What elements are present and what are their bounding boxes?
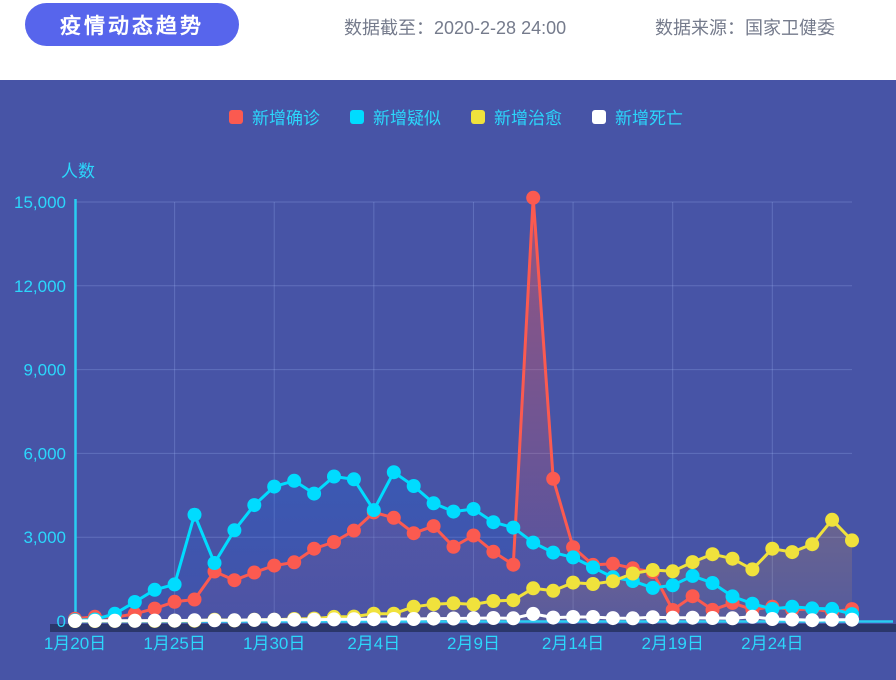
data-source-text: 数据来源：国家卫健委 <box>655 18 835 38</box>
svg-text:2月4日: 2月4日 <box>347 634 400 653</box>
legend-label-deaths: 新增死亡 <box>615 109 683 128</box>
svg-text:6,000: 6,000 <box>23 444 66 463</box>
svg-text:1月25日: 1月25日 <box>143 634 205 653</box>
legend-label-confirmed: 新增确诊 <box>252 109 320 128</box>
svg-text:1月30日: 1月30日 <box>243 634 305 653</box>
page-title: 疫情动态趋势 <box>25 3 239 46</box>
series-suspected[interactable] <box>68 465 859 628</box>
series-area-suspected <box>75 472 852 621</box>
x-axis-band <box>50 624 896 632</box>
svg-text:1月20日: 1月20日 <box>44 634 106 653</box>
trend-chart-panel: 0 3,000 6,000 9,000 12,000 15,000 1月20日 1月25日 1月… <box>0 80 896 680</box>
svg-text:2月9日: 2月9日 <box>447 634 500 653</box>
svg-text:3,000: 3,000 <box>23 528 66 547</box>
legend-item-deaths[interactable]: 新增死亡 <box>592 104 683 129</box>
legend-item-confirmed[interactable]: 新增确诊 <box>229 104 320 129</box>
svg-text:0: 0 <box>57 612 66 631</box>
legend-label-cured: 新增治愈 <box>494 109 562 128</box>
svg-text:9,000: 9,000 <box>23 361 66 380</box>
data-cutoff-text: 数据截至：2020-2-28 24:00 <box>344 18 567 38</box>
legend-marker-cured-icon <box>471 109 485 124</box>
legend-marker-confirmed-icon <box>229 109 243 124</box>
series-deaths[interactable] <box>68 606 859 628</box>
legend-marker-deaths-icon <box>592 109 606 124</box>
legend-item-cured[interactable]: 新增治愈 <box>471 104 562 129</box>
chart-legend: 新增确诊 新增疑似 新增治愈 新增死亡 <box>16 104 896 129</box>
legend-item-suspected[interactable]: 新增疑似 <box>350 104 441 129</box>
svg-text:2月14日: 2月14日 <box>542 634 604 653</box>
legend-label-suspected: 新增疑似 <box>373 109 441 128</box>
series-area-cured <box>75 519 852 621</box>
svg-text:2月24日: 2月24日 <box>741 634 803 653</box>
gridlines <box>75 201 852 621</box>
header: 疫情动态趋势 数据截至：2020-2-28 24:00 数据来源：国家卫健委 <box>0 0 896 80</box>
svg-text:15,000: 15,000 <box>14 193 66 212</box>
x-axis-labels: 1月20日 1月25日 1月30日 2月4日 2月9日 2月14日 2月19日 2月24日 <box>44 634 804 653</box>
svg-text:2月19日: 2月19日 <box>642 634 704 653</box>
y-axis-name: 人数 <box>61 162 95 181</box>
y-axis-labels: 0 3,000 6,000 9,000 12,000 15,000 <box>14 193 66 631</box>
legend-marker-suspected-icon <box>350 109 364 124</box>
svg-text:12,000: 12,000 <box>14 277 66 296</box>
